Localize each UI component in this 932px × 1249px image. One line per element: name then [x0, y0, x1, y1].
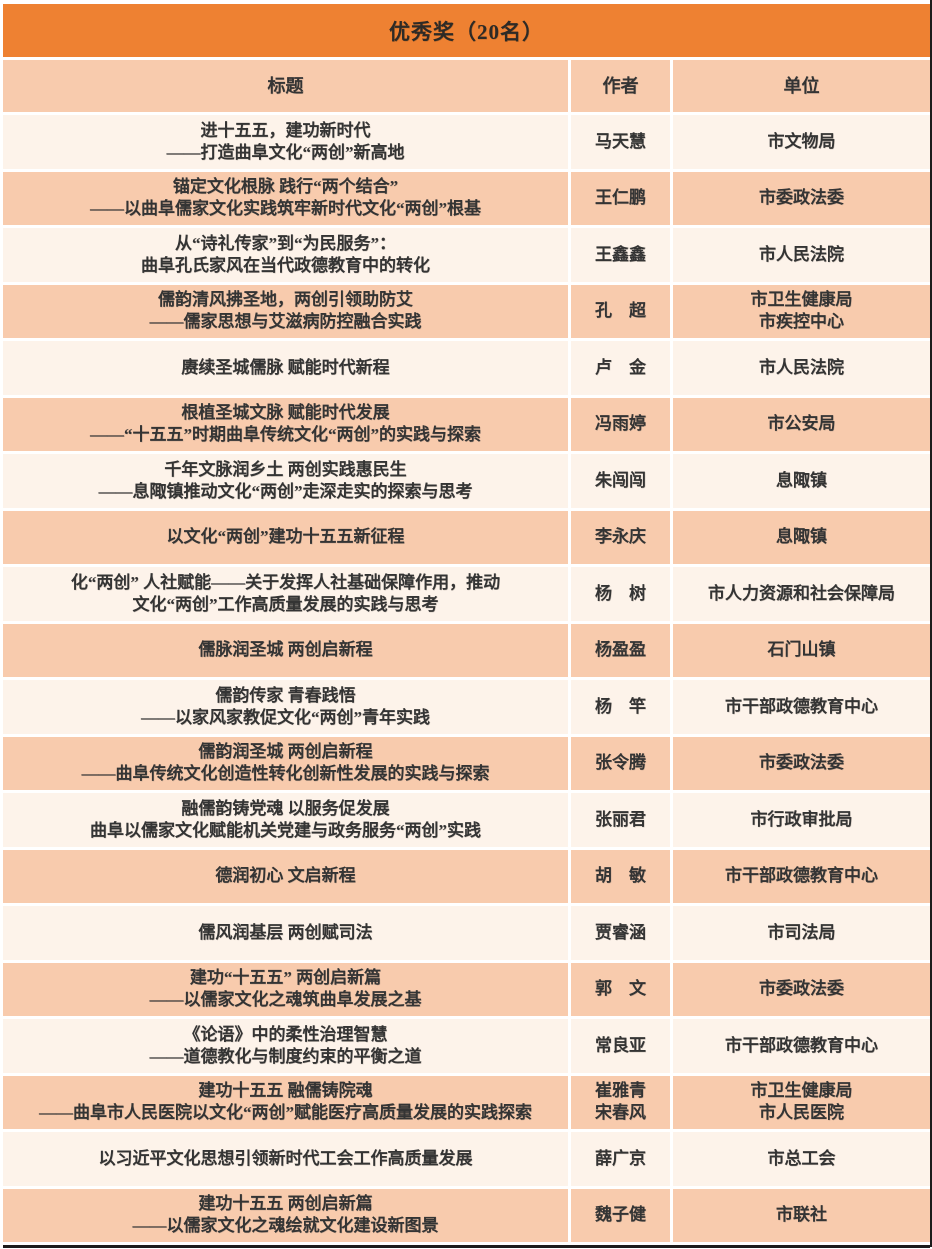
entry-unit: 市联社 [673, 1188, 930, 1242]
entry-unit: 息陬镇 [673, 510, 930, 564]
entry-title: 儒韵传家 青春践悟 ——以家风家教促文化“两创”青年实践 [3, 680, 568, 734]
page-right-edge [930, 0, 932, 1247]
entry-unit: 市人民法院 [673, 341, 930, 395]
entry-unit: 市干部政德教育中心 [673, 680, 930, 734]
entry-unit: 市总工会 [673, 1132, 930, 1186]
table-row: 以习近平文化思想引领新时代工会工作高质量发展 薛广京 市总工会 [3, 1132, 930, 1186]
table-row: 化“两创” 人社赋能——关于发挥人社基础保障作用，推动 文化“两创”工作高质量发… [3, 567, 930, 621]
entry-author: 郭 文 [571, 962, 670, 1016]
entry-title: 赓续圣城儒脉 赋能时代新程 [3, 341, 568, 395]
entry-author: 孔 超 [571, 284, 670, 338]
entry-unit: 市人力资源和社会保障局 [673, 567, 930, 621]
entry-unit: 石门山镇 [673, 623, 930, 677]
column-header-title: 标题 [3, 60, 568, 112]
table-row: 儒风润基层 两创赋司法 贾睿涵 市司法局 [3, 906, 930, 960]
entry-unit: 市卫生健康局 市疾控中心 [673, 284, 930, 338]
entry-author: 朱闯闯 [571, 454, 670, 508]
entry-title: 以文化“两创”建功十五五新征程 [3, 510, 568, 564]
entry-author: 杨盈盈 [571, 623, 670, 677]
entry-unit: 市委政法委 [673, 962, 930, 1016]
entry-title: 千年文脉润乡土 两创实践惠民生 ——息陬镇推动文化“两创”走深走实的探索与思考 [3, 454, 568, 508]
entry-unit: 市委政法委 [673, 171, 930, 225]
table-row: 儒韵润圣城 两创启新程 ——曲阜传统文化创造性转化创新性发展的实践与探索 张令腾… [3, 736, 930, 790]
table-row: 建功十五五 融儒铸院魂 ——曲阜市人民医院以文化“两创”赋能医疗高质量发展的实践… [3, 1075, 930, 1129]
entry-title: 《论语》中的柔性治理智慧 ——道德教化与制度约束的平衡之道 [3, 1019, 568, 1073]
table-row: 以文化“两创”建功十五五新征程 李永庆 息陬镇 [3, 510, 930, 564]
entry-unit: 市行政审批局 [673, 793, 930, 847]
table-body: 进十五五，建功新时代 ——打造曲阜文化“两创”新高地 马天慧 市文物局 锚定文化… [3, 115, 930, 1242]
entry-title: 从“诗礼传家”到“为民服务”： 曲阜孔氏家风在当代政德教育中的转化 [3, 228, 568, 282]
entry-author: 常良亚 [571, 1019, 670, 1073]
column-header-unit: 单位 [673, 60, 930, 112]
table-row: 儒韵传家 青春践悟 ——以家风家教促文化“两创”青年实践 杨 竿 市干部政德教育… [3, 680, 930, 734]
entry-title: 锚定文化根脉 践行“两个结合” ——以曲阜儒家文化实践筑牢新时代文化“两创”根基 [3, 171, 568, 225]
entry-title: 儒韵清风拂圣地，两创引领助防艾 ——儒家思想与艾滋病防控融合实践 [3, 284, 568, 338]
table-row: 赓续圣城儒脉 赋能时代新程 卢 金 市人民法院 [3, 341, 930, 395]
entry-unit: 市委政法委 [673, 736, 930, 790]
table-row: 儒韵清风拂圣地，两创引领助防艾 ——儒家思想与艾滋病防控融合实践 孔 超 市卫生… [3, 284, 930, 338]
entry-author: 卢 金 [571, 341, 670, 395]
entry-author: 冯雨婷 [571, 397, 670, 451]
table-row: 德润初心 文启新程 胡 敏 市干部政德教育中心 [3, 849, 930, 903]
award-title: 优秀奖（20名） [389, 19, 544, 44]
awards-table: 优秀奖（20名） 标题 作者 单位 进十五五，建功新时代 ——打造曲阜文化“两创… [3, 4, 930, 1248]
entry-unit: 市司法局 [673, 906, 930, 960]
entry-title: 儒脉润圣城 两创启新程 [3, 623, 568, 677]
entry-title: 建功十五五 融儒铸院魂 ——曲阜市人民医院以文化“两创”赋能医疗高质量发展的实践… [3, 1075, 568, 1129]
award-title-banner: 优秀奖（20名） [3, 4, 930, 57]
entry-title: 德润初心 文启新程 [3, 849, 568, 903]
entry-unit: 市干部政德教育中心 [673, 849, 930, 903]
entry-title: 儒风润基层 两创赋司法 [3, 906, 568, 960]
entry-author: 崔雅青 宋春风 [571, 1075, 670, 1129]
entry-unit: 市文物局 [673, 115, 930, 169]
entry-unit: 息陬镇 [673, 454, 930, 508]
entry-author: 杨 树 [571, 567, 670, 621]
entry-title: 融儒韵铸党魂 以服务促发展 曲阜以儒家文化赋能机关党建与政务服务“两创”实践 [3, 793, 568, 847]
entry-author: 李永庆 [571, 510, 670, 564]
entry-title: 儒韵润圣城 两创启新程 ——曲阜传统文化创造性转化创新性发展的实践与探索 [3, 736, 568, 790]
entry-title: 化“两创” 人社赋能——关于发挥人社基础保障作用，推动 文化“两创”工作高质量发… [3, 567, 568, 621]
page-bottom-edge [3, 1245, 930, 1248]
table-row: 融儒韵铸党魂 以服务促发展 曲阜以儒家文化赋能机关党建与政务服务“两创”实践 张… [3, 793, 930, 847]
entry-title: 建功“十五五” 两创启新篇 ——以儒家文化之魂筑曲阜发展之基 [3, 962, 568, 1016]
entry-author: 胡 敏 [571, 849, 670, 903]
entry-title: 进十五五，建功新时代 ——打造曲阜文化“两创”新高地 [3, 115, 568, 169]
entry-author: 贾睿涵 [571, 906, 670, 960]
entry-author: 张令腾 [571, 736, 670, 790]
table-row: 建功“十五五” 两创启新篇 ——以儒家文化之魂筑曲阜发展之基 郭 文 市委政法委 [3, 962, 930, 1016]
entry-unit: 市干部政德教育中心 [673, 1019, 930, 1073]
table-row: 锚定文化根脉 践行“两个结合” ——以曲阜儒家文化实践筑牢新时代文化“两创”根基… [3, 171, 930, 225]
table-row: 进十五五，建功新时代 ——打造曲阜文化“两创”新高地 马天慧 市文物局 [3, 115, 930, 169]
entry-unit: 市公安局 [673, 397, 930, 451]
entry-author: 魏子健 [571, 1188, 670, 1242]
entry-title: 以习近平文化思想引领新时代工会工作高质量发展 [3, 1132, 568, 1186]
entry-title: 根植圣城文脉 赋能时代发展 ——“十五五”时期曲阜传统文化“两创”的实践与探索 [3, 397, 568, 451]
entry-unit: 市人民法院 [673, 228, 930, 282]
table-row: 千年文脉润乡土 两创实践惠民生 ——息陬镇推动文化“两创”走深走实的探索与思考 … [3, 454, 930, 508]
entry-title: 建功十五五 两创启新篇 ——以儒家文化之魂绘就文化建设新图景 [3, 1188, 568, 1242]
entry-author: 杨 竿 [571, 680, 670, 734]
entry-author: 张丽君 [571, 793, 670, 847]
table-row: 根植圣城文脉 赋能时代发展 ——“十五五”时期曲阜传统文化“两创”的实践与探索 … [3, 397, 930, 451]
table-row: 建功十五五 两创启新篇 ——以儒家文化之魂绘就文化建设新图景 魏子健 市联社 [3, 1188, 930, 1242]
entry-author: 王鑫鑫 [571, 228, 670, 282]
table-row: 《论语》中的柔性治理智慧 ——道德教化与制度约束的平衡之道 常良亚 市干部政德教… [3, 1019, 930, 1073]
table-row: 儒脉润圣城 两创启新程 杨盈盈 石门山镇 [3, 623, 930, 677]
entry-author: 马天慧 [571, 115, 670, 169]
column-header-author: 作者 [571, 60, 670, 112]
table-row: 从“诗礼传家”到“为民服务”： 曲阜孔氏家风在当代政德教育中的转化 王鑫鑫 市人… [3, 228, 930, 282]
entry-unit: 市卫生健康局 市人民医院 [673, 1075, 930, 1129]
entry-author: 薛广京 [571, 1132, 670, 1186]
entry-author: 王仁鹏 [571, 171, 670, 225]
table-header-row: 标题 作者 单位 [3, 60, 930, 112]
